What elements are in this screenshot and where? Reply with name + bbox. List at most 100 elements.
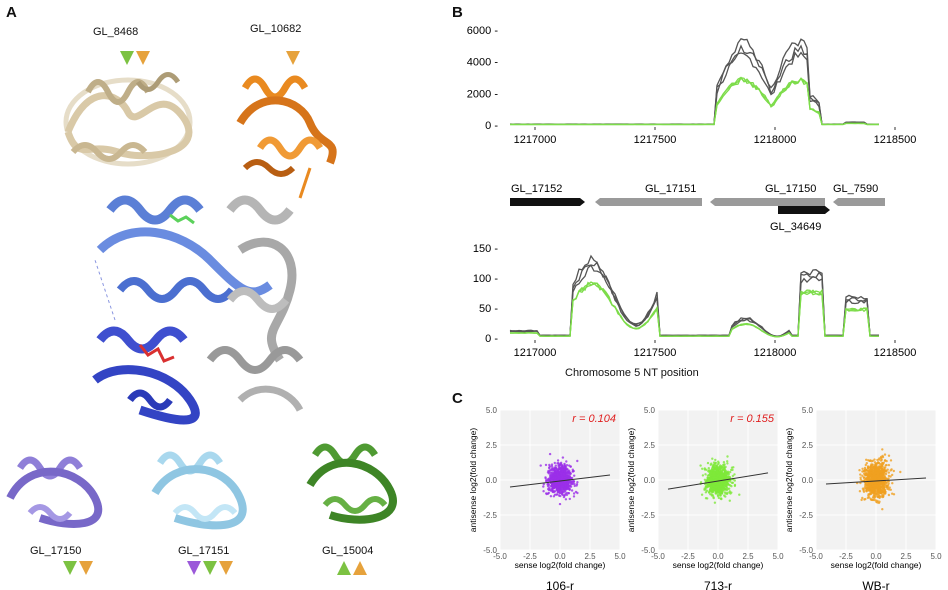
x-tick-label: 1218500 [874, 347, 917, 359]
marker-triangle [353, 561, 367, 575]
x-axis-label: sense log2(fold change) [831, 560, 922, 570]
data-point [549, 489, 552, 492]
y-tick-label: 0.0 [802, 476, 814, 485]
panel-label-c: C [452, 390, 463, 407]
data-point [556, 473, 559, 477]
data-point [733, 473, 736, 476]
data-point [868, 493, 872, 496]
y-tick-label: 2.5 [802, 441, 814, 450]
data-point [858, 469, 861, 472]
y-tick-label: -2.5 [799, 511, 813, 520]
protein-label-gl-17150: GL_17150 [30, 545, 82, 557]
marker-triangle [120, 51, 134, 65]
data-point [867, 476, 871, 479]
gene-track: GL_17152 GL_17151 GL_17150 GL_7590 GL_34649 [510, 183, 885, 233]
data-point [881, 482, 884, 485]
regression-line [825, 477, 927, 485]
data-point [879, 466, 882, 469]
data-point [879, 463, 882, 466]
x-tick-label: 5.0 [772, 552, 784, 561]
scatter-plot-713-r: 5.0 2.5 0.0 -2.5 -5.0-5.0 -2.5 0.0 2.5 5.0 sense … [626, 406, 784, 590]
data-point [726, 487, 729, 491]
panel-label-a: A [6, 4, 17, 21]
x-tick-label: 0.0 [712, 552, 724, 561]
data-point [871, 496, 875, 499]
marker-triangles [63, 51, 367, 575]
data-point [542, 485, 545, 488]
data-point [548, 452, 552, 456]
data-point [733, 479, 736, 482]
data-point [730, 481, 734, 484]
x-tick-label: -5.0 [493, 552, 507, 561]
x-tick-label: 5.0 [930, 552, 942, 561]
data-point [892, 469, 895, 473]
data-point [570, 476, 574, 480]
data-point [730, 485, 733, 488]
data-point [868, 489, 871, 492]
data-point [870, 471, 873, 474]
data-point [884, 464, 887, 467]
data-point [878, 495, 881, 498]
x-tick-label: 5.0 [614, 552, 626, 561]
data-point [864, 497, 867, 501]
structure-gl-17150 [6, 456, 103, 528]
data-point [545, 480, 548, 483]
data-point [880, 489, 884, 492]
y-tick-label: 100 - [473, 273, 498, 285]
data-point [565, 464, 569, 467]
data-point [567, 492, 570, 495]
data-point [708, 469, 711, 472]
scatter-title: WB-r [862, 579, 889, 590]
x-axis-label: sense log2(fold change) [515, 560, 606, 570]
scatter-plot-106-r: 5.0 2.5 0.0 -2.5 -5.0-5.0 -2.5 0.0 2.5 5.0 sense … [468, 406, 626, 590]
y-axis-label: antisense log2(fold change) [784, 428, 794, 533]
data-point [704, 473, 707, 476]
data-point [712, 485, 716, 488]
data-point [873, 461, 877, 464]
x-tick-label: -5.0 [809, 552, 823, 561]
data-point [556, 485, 560, 489]
data-point [556, 462, 559, 465]
data-point [558, 502, 562, 506]
data-point [883, 491, 886, 494]
y-tick-label: 50 - [479, 303, 498, 315]
data-point [875, 500, 878, 504]
data-point [706, 474, 709, 477]
data-point [869, 468, 872, 471]
data-point [572, 492, 576, 495]
x-tick-label: 1217000 [514, 134, 557, 146]
data-point [570, 489, 574, 492]
data-point [726, 460, 729, 463]
data-point [716, 471, 719, 475]
structure-gl-15004 [306, 443, 397, 524]
data-point [710, 469, 713, 472]
data-point [868, 473, 871, 477]
data-point [544, 463, 548, 467]
data-point [733, 483, 737, 487]
gene-arrow-gl-34649 [778, 206, 830, 214]
data-point [550, 471, 554, 474]
structure-gl-17151 [151, 451, 247, 530]
data-point [724, 495, 727, 498]
data-point [549, 495, 553, 498]
y-tick-label: 0.0 [486, 476, 498, 485]
data-point [707, 479, 711, 482]
data-point [729, 492, 732, 495]
data-point [859, 476, 862, 479]
data-point [558, 466, 561, 469]
data-point [711, 467, 714, 470]
data-point [572, 495, 576, 498]
data-point [552, 481, 555, 485]
data-point [710, 488, 713, 492]
data-point [563, 468, 566, 471]
data-point [887, 474, 891, 478]
gene-label: GL_34649 [770, 221, 821, 233]
data-point [570, 482, 573, 486]
data-point [872, 488, 875, 491]
data-point [565, 493, 569, 497]
data-point [576, 459, 579, 463]
gene-label: GL_17151 [645, 183, 696, 195]
gene-label: GL_17152 [511, 183, 562, 195]
data-point [882, 485, 886, 489]
data-point [563, 476, 567, 479]
